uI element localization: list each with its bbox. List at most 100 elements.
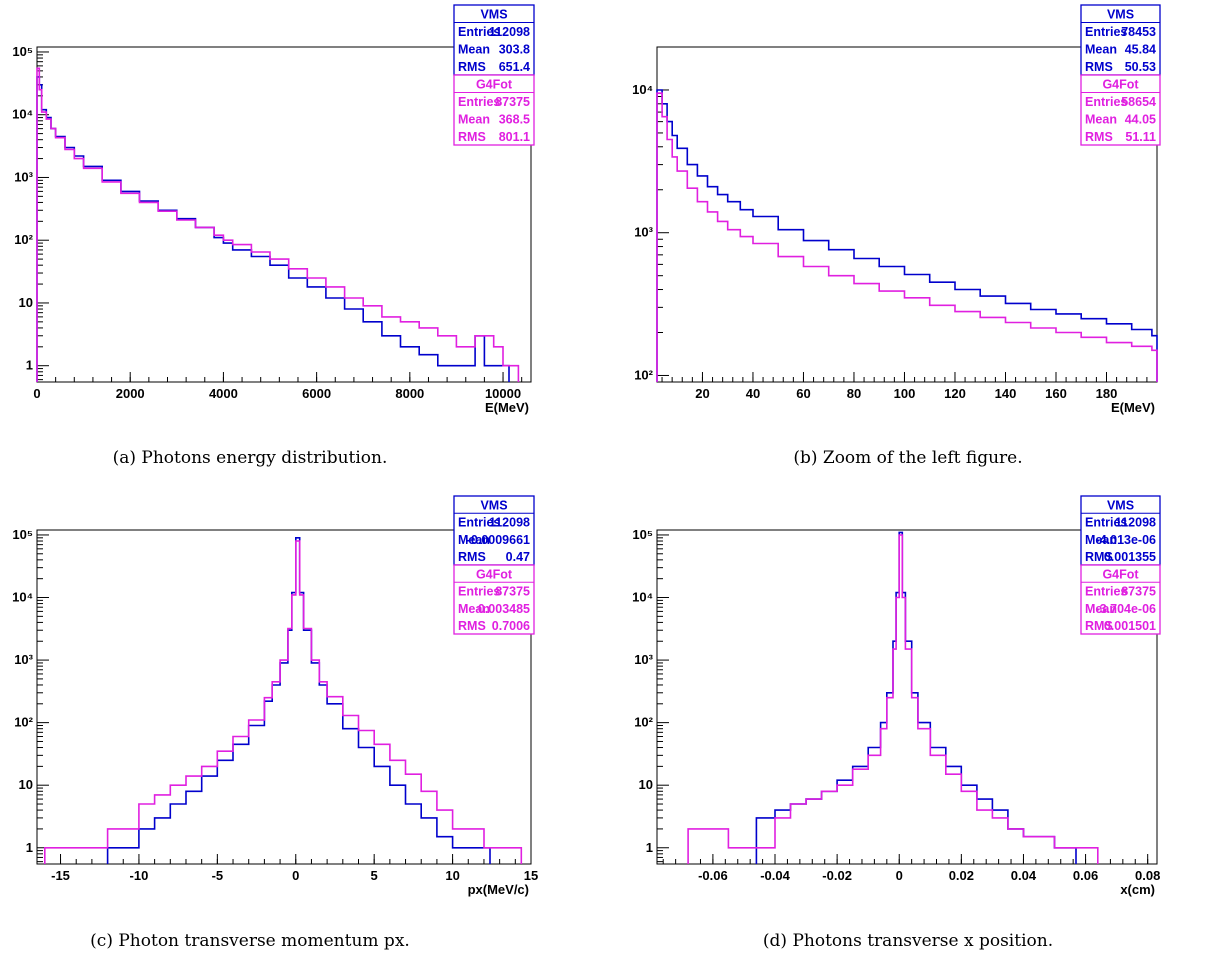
stats-row-label: RMS (458, 550, 486, 564)
series-g4fot-line (44, 540, 523, 864)
stats-row-label: RMS (458, 130, 486, 144)
x-tick-label: 4000 (209, 386, 238, 401)
series-g4fot-line (36, 67, 520, 382)
stats-row-value: 0.001355 (1104, 550, 1156, 564)
stats-row-label: RMS (458, 60, 486, 74)
stats-row-value: 801.1 (499, 130, 530, 144)
y-tick-label: 10 (19, 295, 33, 310)
stats-row-value: 87375 (1121, 585, 1156, 599)
x-tick-label: -0.02 (822, 868, 852, 883)
plot-frame (36, 529, 532, 865)
y-tick-label: 10³ (634, 652, 653, 667)
figure-caption: (c) Photon transverse momentum px. (90, 931, 410, 951)
x-tick-label: 40 (746, 386, 760, 401)
y-tick-label: 10⁴ (632, 590, 653, 605)
stats-row-label: Entries (1085, 25, 1127, 39)
y-tick-label: 10² (14, 232, 33, 247)
stats-row-value: 0.47 (506, 550, 530, 564)
x-tick-label: 20 (695, 386, 709, 401)
x-tick-label: -0.04 (760, 868, 790, 883)
x-tick-label: 0 (33, 386, 40, 401)
y-tick-label: 10³ (634, 225, 653, 240)
stats-box-frame (1080, 74, 1161, 146)
stats-box-frame (1080, 4, 1161, 76)
x-tick-label: 2000 (116, 386, 145, 401)
chart-panel-1: 1 10 10² 10³ 10⁴ 10⁵ 0 2000 4000 6000 8000 10000E(M… (12, 4, 535, 468)
stats-row-value: 87375 (495, 585, 530, 599)
stats-row-value: -3.704e-06 (1096, 602, 1157, 616)
stats-row-label: Entries (458, 585, 500, 599)
stats-row-label: Entries (1085, 585, 1127, 599)
stats-row-label: Entries (1085, 516, 1127, 530)
figure-caption: (b) Zoom of the left figure. (793, 448, 1022, 468)
series-vms-line (656, 89, 1158, 382)
y-tick-label: 10⁴ (12, 590, 33, 605)
x-tick-label: 0.04 (1011, 868, 1037, 883)
x-tick-label: 0.08 (1135, 868, 1160, 883)
x-tick-label: -0.06 (698, 868, 728, 883)
stats-row-value: 78453 (1121, 25, 1156, 39)
y-tick-label: 10 (19, 777, 33, 792)
stats-title: VMS (480, 498, 507, 512)
x-tick-label: -15 (51, 868, 70, 883)
x-tick-label: 10000 (485, 386, 521, 401)
x-tick-label: 5 (371, 868, 378, 883)
x-tick-label: 0.06 (1073, 868, 1098, 883)
stats-title: G4Fot (476, 567, 513, 581)
stats-title: G4Fot (1102, 567, 1139, 581)
stats-row-label: RMS (1085, 60, 1113, 74)
stats-row-value: -0.0009661 (467, 533, 530, 547)
stats-box-frame (1080, 564, 1161, 635)
stats-row-label: Mean (1085, 602, 1117, 616)
x-tick-label: 0.02 (949, 868, 974, 883)
stats-title: VMS (1107, 498, 1134, 512)
stats-row-value: 87375 (495, 95, 530, 109)
stats-row-value: 0.003485 (478, 602, 530, 616)
figure-caption: (a) Photons energy distribution. (113, 448, 388, 468)
stats-row-label: RMS (458, 619, 486, 633)
y-tick-label: 10⁵ (12, 527, 33, 542)
x-tick-label: 60 (796, 386, 810, 401)
stats-row-label: Mean (1085, 533, 1117, 547)
stats-row-value: 0.7006 (492, 619, 530, 633)
stats-row-value: 368.5 (499, 113, 530, 127)
y-tick-label: 10² (634, 367, 653, 382)
stats-row-value: 50.53 (1125, 60, 1156, 74)
stats-title: VMS (480, 8, 507, 22)
x-axis-label: px(MeV/c) (468, 882, 529, 897)
x-tick-label: 0 (292, 868, 299, 883)
stats-row-label: Entries (458, 516, 500, 530)
x-tick-label: 6000 (302, 386, 331, 401)
y-tick-label: 10² (14, 715, 33, 730)
x-tick-label: 8000 (395, 386, 424, 401)
stats-box-frame (453, 74, 535, 146)
x-tick-label: 100 (894, 386, 916, 401)
stats-row-value: 651.4 (499, 60, 530, 74)
stats-box-frame (1080, 495, 1161, 566)
y-tick-label: 10⁵ (632, 527, 653, 542)
stats-title: G4Fot (1102, 78, 1139, 92)
x-tick-label: -10 (130, 868, 149, 883)
series-vms-line (106, 537, 491, 864)
stats-row-value: 303.8 (499, 43, 530, 57)
stats-row-value: 58654 (1121, 95, 1156, 109)
stats-row-value: 112098 (489, 516, 530, 530)
x-tick-label: 140 (995, 386, 1017, 401)
stats-row-label: Mean (458, 43, 490, 57)
x-tick-label: -5 (212, 868, 224, 883)
stats-row-value: 45.84 (1125, 43, 1156, 57)
x-tick-label: 80 (847, 386, 861, 401)
stats-row-value: 112098 (489, 25, 530, 39)
x-tick-label: 0 (896, 868, 903, 883)
x-tick-label: 160 (1045, 386, 1067, 401)
y-tick-label: 10³ (14, 652, 33, 667)
figure-caption: (d) Photons transverse x position. (763, 931, 1053, 951)
plot-frame (656, 529, 1158, 865)
